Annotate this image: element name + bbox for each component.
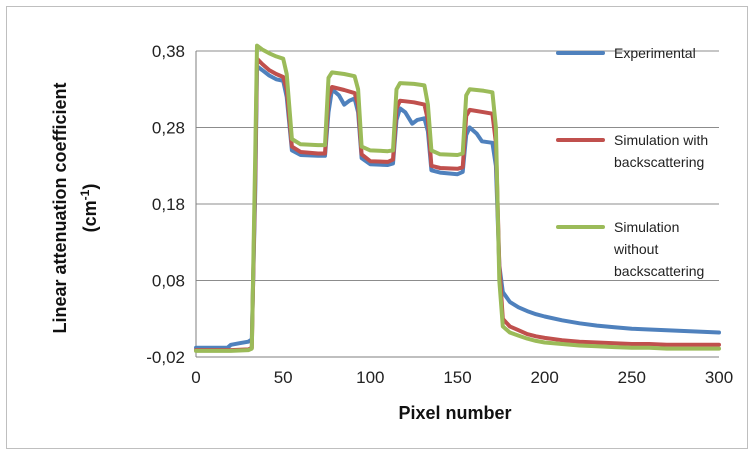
y-tick-label: 0,18 bbox=[152, 195, 185, 214]
x-tick-label: 250 bbox=[618, 368, 646, 387]
series-lines bbox=[194, 43, 721, 353]
series-line bbox=[194, 43, 721, 353]
legend: Experimental Simulation with backscatterin… bbox=[556, 45, 708, 279]
series-line bbox=[194, 64, 721, 350]
legend-label: without bbox=[613, 241, 658, 257]
grid-lines bbox=[196, 50, 719, 281]
legend-label: Experimental bbox=[614, 45, 696, 61]
x-tick-label: 100 bbox=[356, 368, 384, 387]
x-axis-title: Pixel number bbox=[398, 403, 511, 423]
y-tick-label: -0,02 bbox=[146, 348, 185, 367]
x-tick-labels: 0 50 100 150 200 250 300 bbox=[191, 368, 733, 387]
legend-label: Simulation bbox=[614, 219, 679, 235]
y-axis-title: Linear attenuation coefficient bbox=[50, 82, 70, 333]
y-tick-labels: -0,02 0,08 0,18 0,28 0,38 bbox=[146, 42, 185, 367]
y-axis-unit-exponent: -1 bbox=[78, 189, 92, 200]
y-axis-unit: (cm-1) bbox=[78, 184, 100, 233]
legend-label: Simulation with bbox=[614, 132, 708, 148]
legend-label: backscattering bbox=[614, 263, 704, 279]
x-tick-label: 300 bbox=[705, 368, 733, 387]
y-tick-label: 0,38 bbox=[152, 42, 185, 61]
legend-label: backscattering bbox=[614, 154, 704, 170]
axes bbox=[195, 51, 719, 358]
series-line bbox=[194, 56, 721, 353]
x-tick-label: 150 bbox=[443, 368, 471, 387]
x-tick-label: 200 bbox=[530, 368, 558, 387]
x-tick-label: 50 bbox=[274, 368, 293, 387]
y-tick-label: 0,28 bbox=[152, 119, 185, 138]
y-tick-label: 0,08 bbox=[152, 272, 185, 291]
x-tick-label: 0 bbox=[191, 368, 200, 387]
chart-frame bbox=[6, 6, 748, 449]
